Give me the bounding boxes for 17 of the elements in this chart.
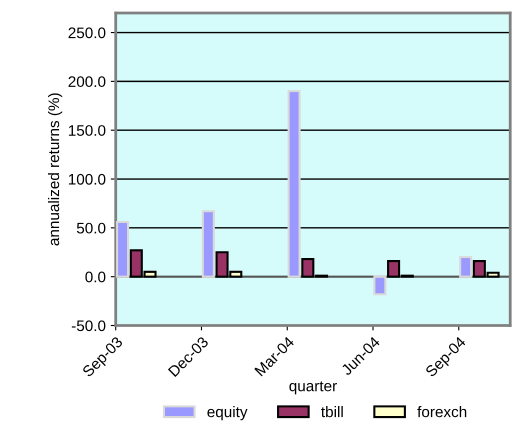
- bar: [373, 276, 386, 296]
- legend-label: equity: [207, 406, 248, 420]
- y-tick-label: 0.0: [85, 272, 106, 282]
- y-tick-label: -50.0: [72, 320, 106, 332]
- y-axis-title: annualized returns (%): [48, 93, 62, 246]
- legend-label: forexch: [417, 406, 466, 418]
- x-axis-title: quarter: [289, 381, 337, 394]
- bar: [116, 220, 130, 278]
- bar: [202, 210, 215, 278]
- bar: [459, 256, 472, 278]
- y-tick-label: 150.0: [68, 125, 106, 136]
- y-tick-label: 100.0: [68, 174, 106, 185]
- y-tick-label: 250.0: [68, 27, 106, 38]
- legend-label: tbill: [321, 406, 343, 418]
- bar: [288, 90, 301, 278]
- y-tick-label: 200.0: [68, 76, 106, 88]
- y-tick-label: 50.0: [76, 222, 106, 234]
